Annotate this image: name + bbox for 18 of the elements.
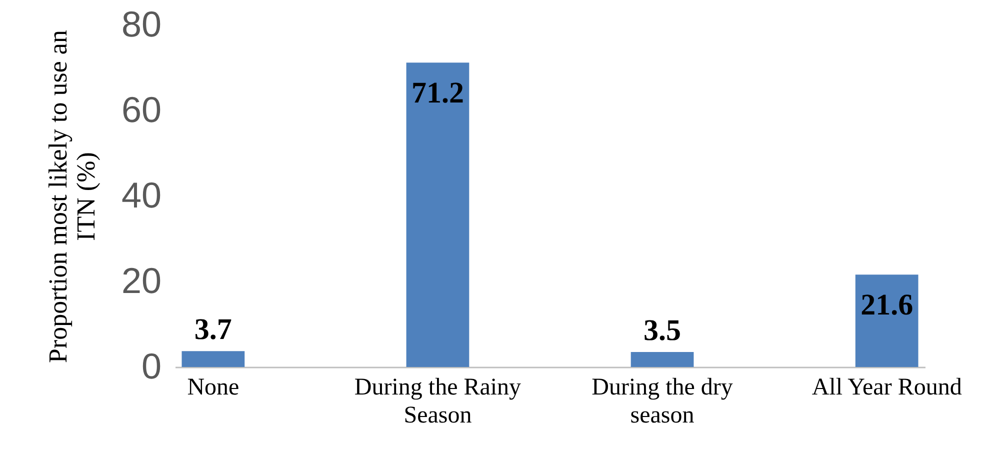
y-tick-label: 20 <box>121 260 162 301</box>
data-label: 3.7 <box>194 313 232 346</box>
x-tick-label: None <box>187 374 240 400</box>
bar <box>406 62 470 367</box>
y-axis-title: Proportion most likely to use an ITN (%) <box>43 30 100 363</box>
bar <box>630 352 694 367</box>
data-label: 21.6 <box>860 288 914 322</box>
y-tick-label: 60 <box>121 89 162 130</box>
x-tick-label: All Year Round <box>812 374 962 400</box>
y-tick-label: 40 <box>121 174 162 216</box>
bar <box>182 351 245 367</box>
data-label: 3.5 <box>644 314 682 348</box>
data-label: 71.2 <box>411 76 464 110</box>
y-tick-label: 0 <box>141 346 162 386</box>
x-tick-label: During the dry season <box>592 374 733 428</box>
x-tick-label: During the Rainy Season <box>354 374 522 428</box>
y-tick-label: 80 <box>121 4 162 44</box>
bar <box>855 274 918 367</box>
